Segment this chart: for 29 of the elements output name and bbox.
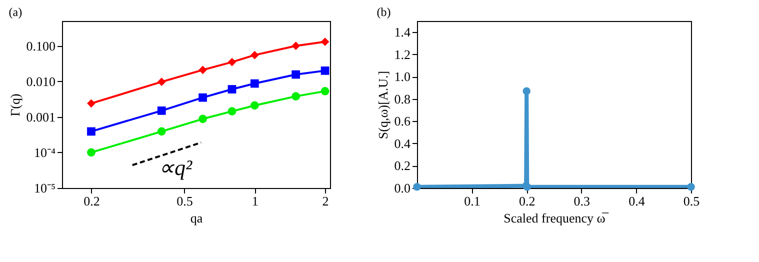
y-tick-label: 0.010: [26, 74, 56, 89]
y-tick-label: 1.2: [394, 46, 410, 62]
y-tick-label: 0.0: [394, 180, 410, 196]
y-tick-label: 1.0: [394, 69, 410, 84]
chart-title: (a): [8, 5, 22, 19]
chart-title: (b): [376, 5, 391, 19]
y-axis-title: S(q,ω)[A.U.]: [375, 70, 390, 140]
y-tick-label: 10⁻⁴: [34, 144, 56, 160]
x-tick-label: 0.2: [518, 194, 536, 208]
y-tick-label: 0.6: [394, 114, 411, 129]
y-tick-label: 0.2: [394, 158, 410, 174]
x-tick-label: 0.4: [628, 194, 646, 208]
y-axis-title: Γ(q): [7, 94, 22, 116]
x-tick-label: 2: [322, 194, 329, 208]
x-tick-label: 0.5: [176, 194, 193, 208]
x-tick-label: 0.3: [574, 194, 590, 208]
y-tick-label: 1.4: [394, 24, 411, 40]
x-tick-label: 0.1: [464, 194, 480, 208]
x-axis-title: qa: [190, 210, 203, 226]
y-tick-label: 10⁻⁵: [34, 180, 56, 196]
annotation: ∝q²: [158, 154, 192, 180]
y-tick-label: 0.8: [394, 91, 410, 106]
y-tick-label: 0.100: [26, 38, 56, 54]
x-tick-label: 0.5: [683, 194, 700, 208]
y-tick-label: 0.001: [26, 109, 56, 124]
y-tick-label: 0.4: [394, 136, 411, 151]
x-tick-label: 1: [252, 194, 258, 208]
x-axis-title: Scaled frequency ω̅: [504, 210, 610, 226]
x-tick-label: 0.2: [84, 194, 100, 208]
